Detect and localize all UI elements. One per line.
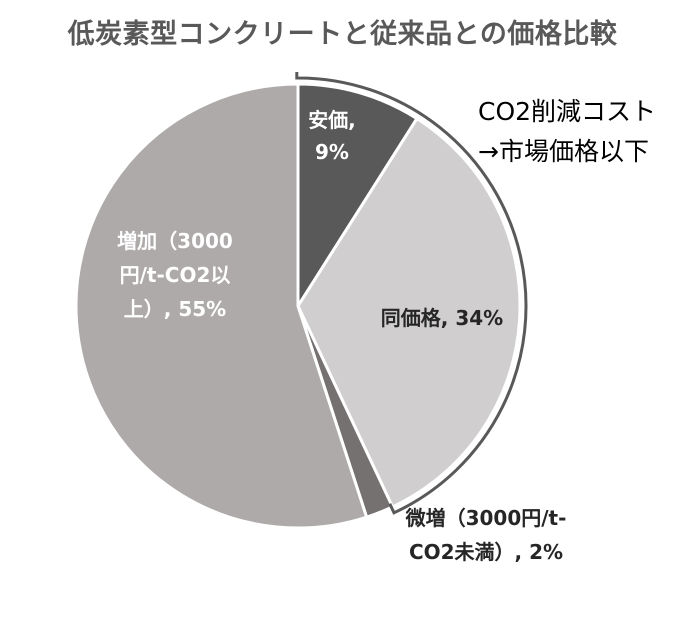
bracket-arc — [295, 72, 528, 515]
slice-label: 同価格, 34% — [381, 306, 503, 330]
pie-slice — [74, 82, 369, 530]
slice-label: 安価, 9% — [308, 108, 356, 164]
chart-title: 低炭素型コンクリートと従来品との価格比較 — [67, 19, 618, 50]
pie-slice — [296, 82, 419, 308]
pie-slices — [74, 82, 522, 530]
annotation: CO2削減コスト →市場価格以下 — [478, 92, 656, 172]
annotation-line-2: →市場価格以下 — [478, 137, 649, 166]
annotation-line-1: CO2削減コスト — [478, 97, 657, 126]
slice-label: 微増（3000円/t-CO2未満）, 2% — [405, 506, 567, 564]
pie-slice — [296, 117, 522, 509]
slice-labels: 安価, 9% 同価格, 34% 微増（3000円/t-CO2未満）, 2% 増加（300… — [117, 108, 566, 564]
slice-label: 増加（3000 円/t-CO2以上）, 55% — [117, 229, 233, 321]
